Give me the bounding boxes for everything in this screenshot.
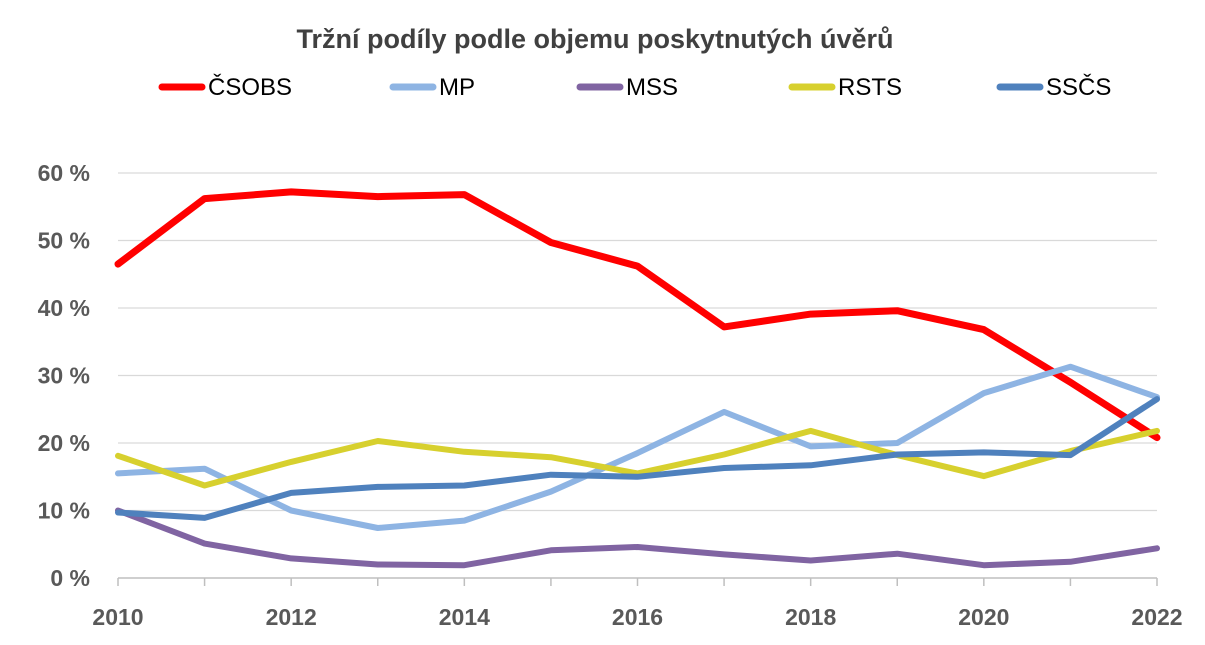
legend-label: SSČS: [1046, 73, 1111, 101]
series-line-čsobs: [114, 188, 1161, 442]
series-line-mss: [115, 507, 1160, 569]
x-tick-label: 2016: [612, 604, 663, 630]
y-tick-label: 30 %: [38, 363, 90, 389]
y-tick-label: 40 %: [38, 295, 90, 321]
x-tick-label: 2020: [958, 604, 1009, 630]
x-tick-label: 2018: [785, 604, 836, 630]
legend-item-rsts: RSTS: [788, 74, 902, 101]
series-line-ssčs: [115, 396, 1160, 521]
y-tick-label: 20 %: [38, 430, 90, 456]
legend-item-čsobs: ČSOBS: [158, 73, 292, 101]
axes: 0 % 10 % 20 % 30 % 40 % 50 % 60 % 2010 2012 2014 2…: [38, 160, 1183, 630]
y-tick-label: 0 %: [50, 565, 90, 591]
chart-title: Tržní podíly podle objemu poskytnutých ú…: [296, 24, 893, 54]
y-tick-label: 60 %: [38, 160, 90, 186]
x-tick-label: 2022: [1131, 604, 1182, 630]
legend-label: MSS: [626, 74, 678, 101]
series-line-rsts: [115, 427, 1160, 489]
x-tick-label: 2010: [92, 604, 143, 630]
series-lines: [114, 188, 1161, 569]
legend-item-ssčs: SSČS: [996, 73, 1111, 101]
series-line-mp: [115, 363, 1160, 531]
legend-label: MP: [439, 74, 475, 101]
y-tick-label: 50 %: [38, 228, 90, 254]
legend-label: ČSOBS: [208, 73, 292, 101]
legend-item-mss: MSS: [576, 74, 678, 101]
legend: ČSOBS MP MSS RSTS SSČS: [158, 73, 1111, 101]
legend-label: RSTS: [838, 74, 902, 101]
x-tick-label: 2012: [266, 604, 317, 630]
legend-item-mp: MP: [389, 74, 475, 101]
x-tick-label: 2014: [439, 604, 490, 630]
y-tick-label: 10 %: [38, 498, 90, 524]
